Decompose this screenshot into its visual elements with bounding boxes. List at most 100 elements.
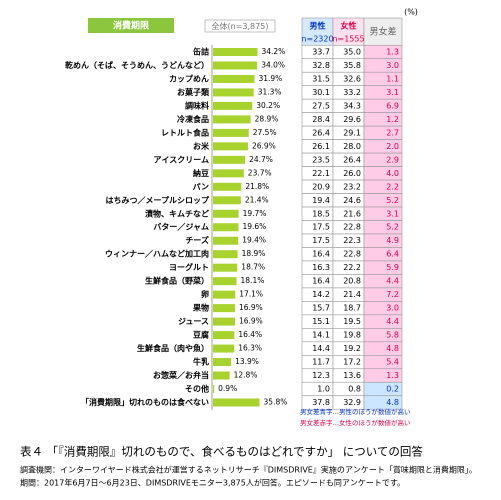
male-value: 26.4 (312, 128, 330, 137)
overall-label: 全体(n=3,875) (212, 21, 269, 31)
male-value: 16.3 (312, 263, 330, 272)
female-value: 23.2 (343, 182, 361, 191)
category-label: お惣菜／お弁当 (153, 370, 209, 380)
bar (213, 331, 235, 340)
bar (213, 344, 235, 353)
diff-label: 男女差 (369, 26, 396, 38)
value-label: 35.8% (264, 397, 288, 406)
value-label: 19.6% (242, 222, 266, 231)
female-value: 22.3 (343, 236, 361, 245)
caption: 表４ 「『消費期限』切れのもので、食べるものはどれですか」 についての回答 (20, 445, 423, 459)
bar (213, 128, 249, 137)
value-label: 34.2% (261, 47, 285, 56)
female-value: 28.0 (343, 142, 361, 151)
female-value: 32.9 (343, 398, 361, 407)
tab-label: 消費期限 (113, 20, 150, 32)
category-label: 「消費期限」切れのものは食べない (81, 397, 209, 407)
diff-value: 3.0 (386, 304, 399, 313)
value-label: 19.4% (242, 236, 266, 245)
diff-value: 5.4 (386, 358, 399, 367)
female-value: 35.8 (343, 61, 361, 70)
value-label: 24.7% (249, 155, 273, 164)
diff-value: 7.2 (386, 290, 399, 299)
diff-value: 5.9 (386, 263, 399, 272)
male-value: 27.5 (312, 101, 330, 110)
bar (213, 304, 235, 313)
diff-value: 4.8 (386, 344, 399, 353)
category-label: 果物 (192, 303, 209, 313)
bar (213, 101, 253, 110)
diff-value: 2.0 (386, 142, 399, 151)
male-value: 31.5 (312, 74, 330, 83)
value-label: 31.9% (258, 74, 282, 83)
category-label: 納豆 (193, 168, 209, 178)
bar (213, 196, 241, 205)
diff-value: 1.1 (386, 74, 399, 83)
value-label: 18.7% (241, 263, 265, 272)
female-value: 22.8 (343, 223, 361, 232)
category-label: 漬物、キムチなど (145, 208, 209, 218)
bar (213, 290, 236, 299)
bar (213, 182, 242, 191)
female-value: 18.7 (343, 304, 361, 313)
diff-value: 6.9 (386, 101, 399, 110)
diff-value: 4.4 (386, 277, 399, 286)
overall-box (204, 19, 276, 33)
category-label: はちみつ／メープルシロップ (105, 195, 210, 205)
diff-value: 5.2 (386, 223, 399, 232)
male-value: 14.2 (312, 290, 330, 299)
female-n: n=1555 (332, 35, 364, 44)
male-value: 17.5 (312, 223, 330, 232)
category-label: その他 (185, 384, 209, 394)
male-value: 22.1 (312, 169, 330, 178)
diff-value: 1.3 (386, 371, 399, 380)
female-value: 32.6 (343, 74, 361, 83)
female-value: 19.8 (343, 331, 361, 340)
value-label: 28.9% (255, 114, 279, 123)
value-label: 16.4% (238, 330, 262, 339)
female-value: 35.0 (343, 48, 361, 57)
bar (213, 142, 248, 151)
category-label: 卵 (201, 289, 209, 299)
female-value: 26.4 (343, 155, 361, 164)
bar (213, 398, 260, 407)
category-label: ジュース (178, 317, 209, 326)
bar (213, 88, 254, 97)
bar (213, 223, 239, 232)
bar (213, 277, 237, 286)
category-label: お菓子類 (177, 87, 210, 97)
female-label: 女性 (341, 21, 357, 31)
diff-value: 3.0 (386, 61, 399, 70)
category-label: 生鮮食品（肉や魚） (137, 343, 209, 353)
value-label: 34.0% (261, 60, 285, 69)
bar (213, 371, 230, 380)
female-value: 22.8 (343, 250, 361, 259)
category-label: アイスクリーム (153, 154, 209, 164)
male-value: 11.7 (312, 358, 330, 367)
female-value: 13.6 (343, 371, 361, 380)
value-label: 31.3% (258, 87, 282, 96)
male-value: 28.4 (312, 115, 330, 124)
bar (213, 155, 246, 164)
female-value: 21.6 (343, 209, 361, 218)
bar (213, 385, 215, 393)
female-value: 17.2 (343, 358, 361, 367)
diff-value: 6.4 (386, 250, 399, 259)
diff-value: 3.1 (386, 209, 399, 218)
value-label: 13.9% (235, 357, 259, 366)
female-value: 26.0 (343, 169, 361, 178)
bar (213, 263, 238, 272)
value-label: 27.5% (253, 128, 277, 137)
male-value: 14.4 (312, 344, 330, 353)
value-label: 16.9% (239, 317, 263, 326)
male-label: 男性 (310, 21, 326, 31)
category-label: パン (193, 181, 209, 191)
source: 期間：2017年6月7日～6月23日、DIMSDRIVEモニター3,875人が回… (20, 478, 405, 488)
value-label: 16.3% (238, 344, 262, 353)
value-label: 19.7% (243, 209, 267, 218)
male-value: 33.7 (312, 48, 330, 57)
bar (213, 209, 239, 218)
female-value: 20.8 (343, 277, 361, 286)
category-label: バター／ジャム (153, 222, 209, 232)
